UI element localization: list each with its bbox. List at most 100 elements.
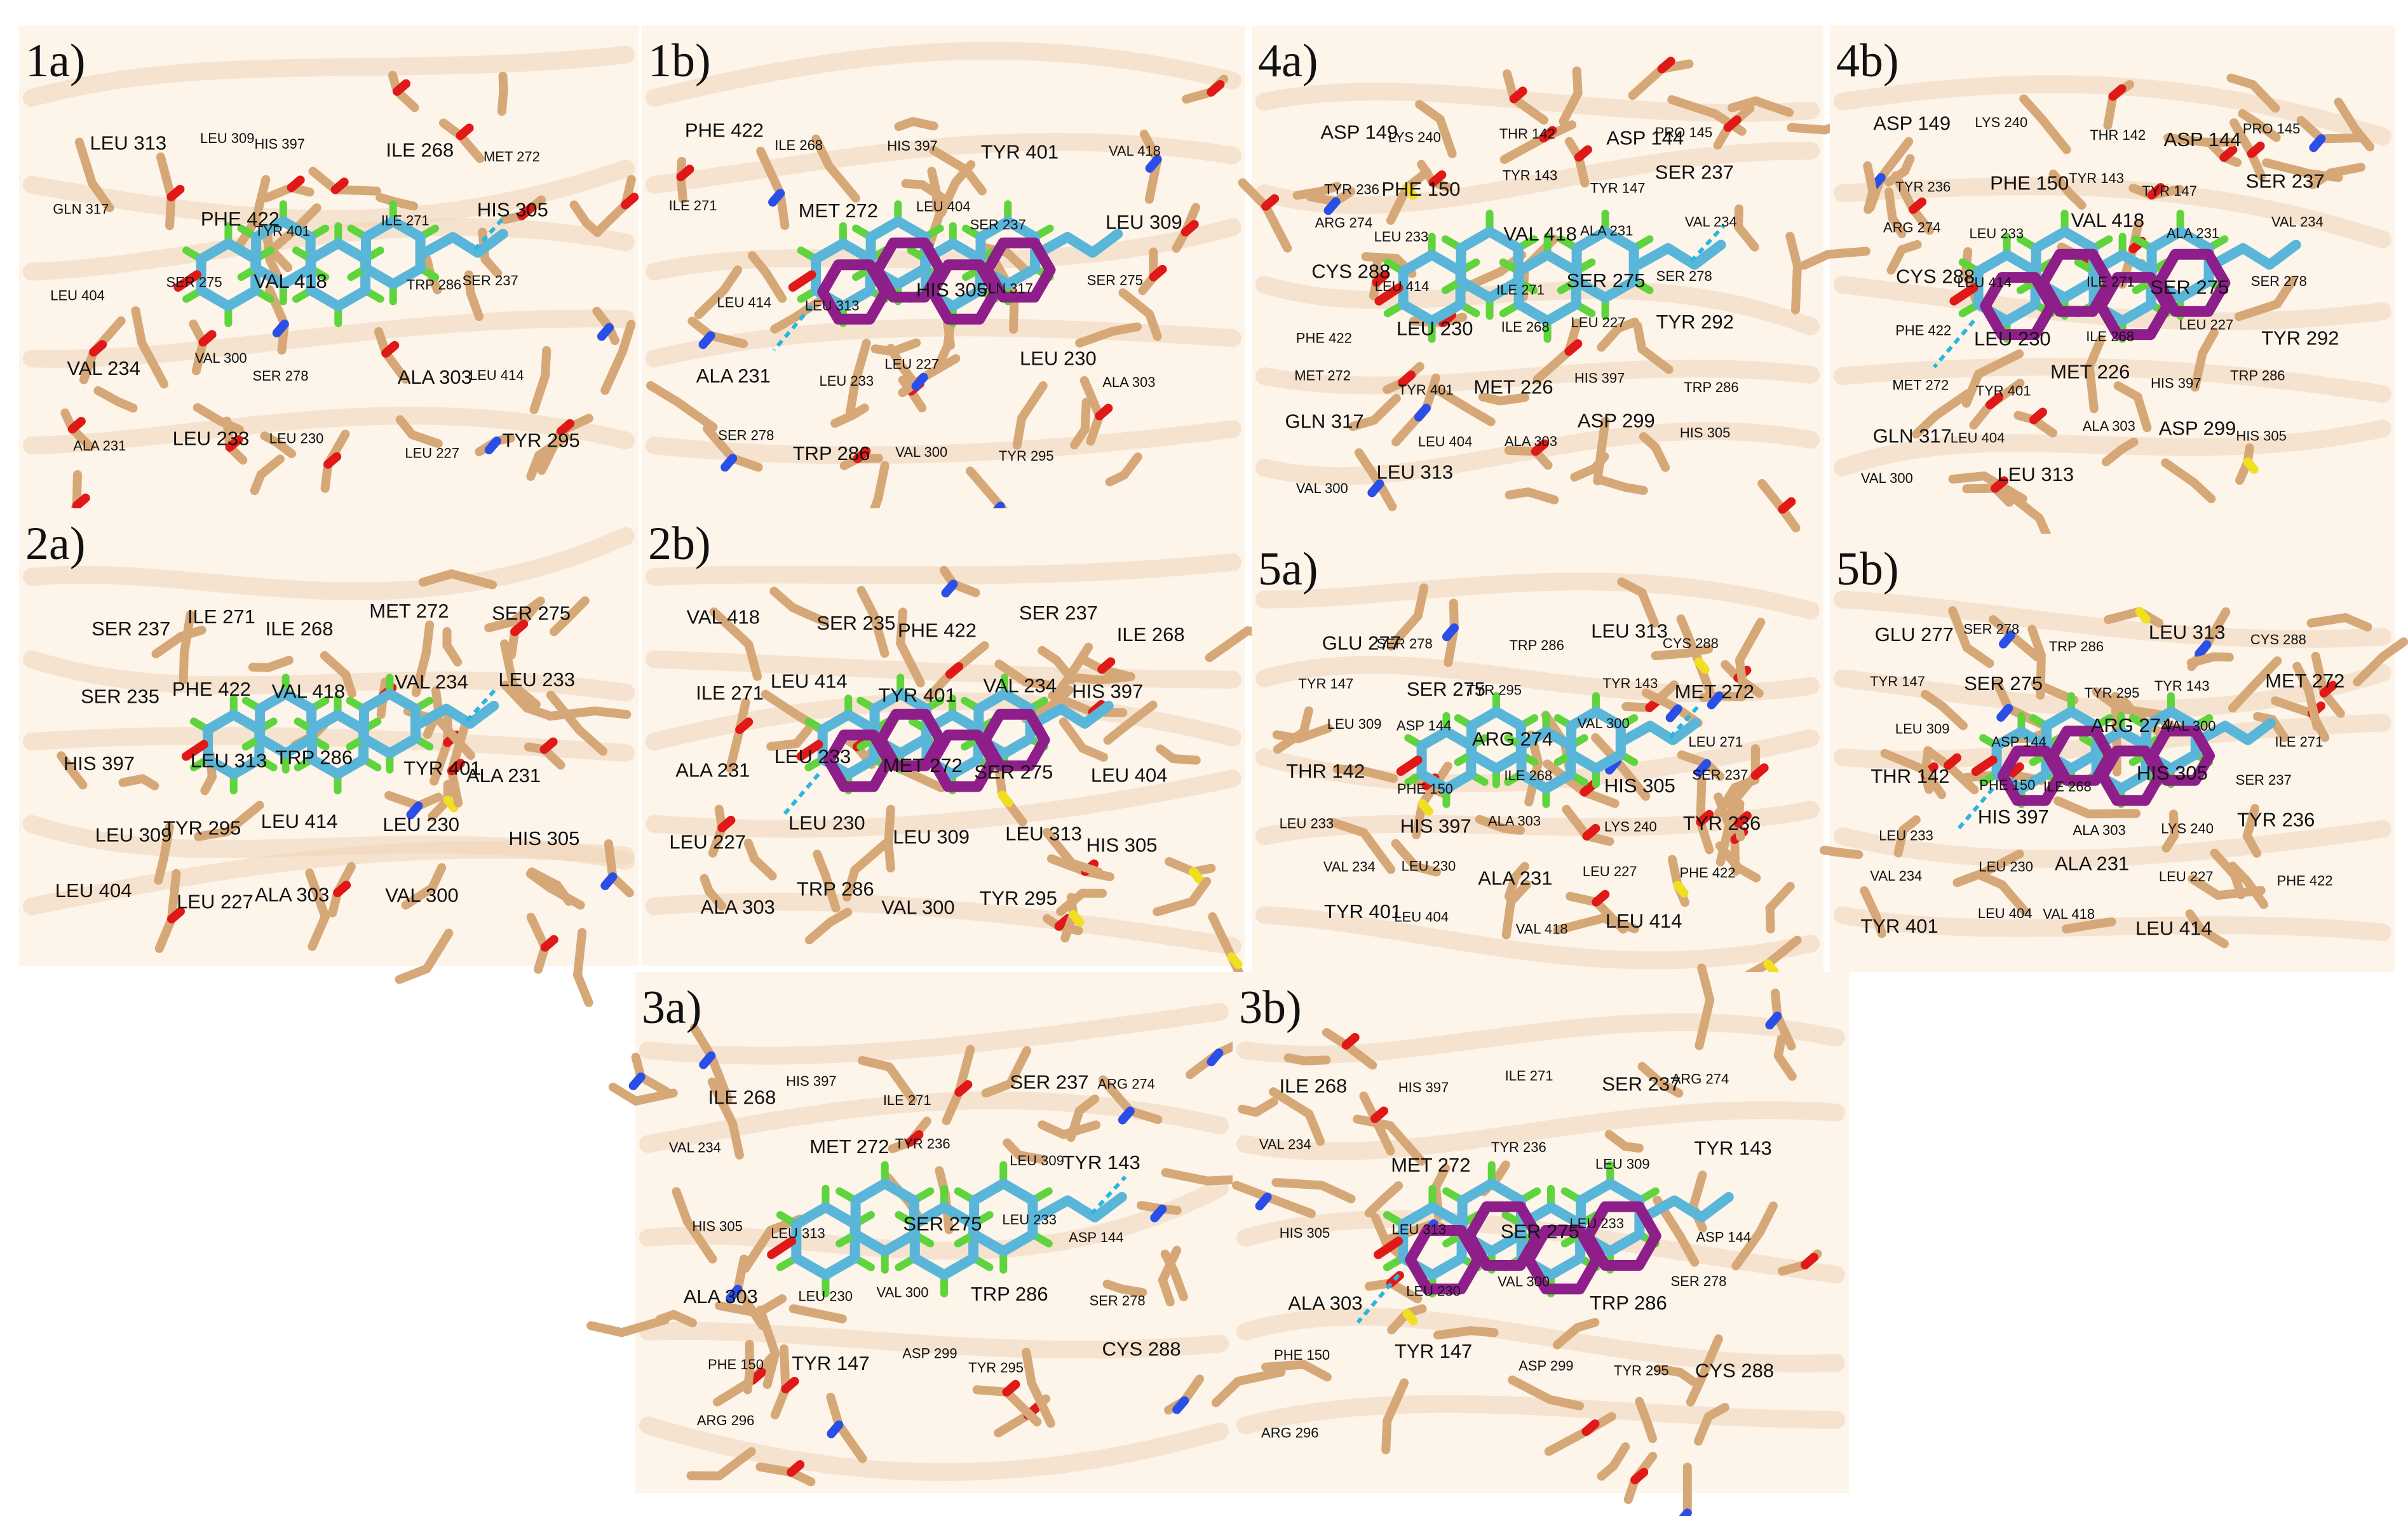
residue-stick [2196, 925, 2229, 949]
residue-label: LEU 230 [798, 1288, 853, 1304]
residue-stick [1524, 487, 1559, 504]
residue-stick [527, 867, 562, 890]
residue-stick [138, 774, 159, 790]
residue-label: LEU 309 [1327, 716, 1382, 732]
residue-label: LEU 313 [2149, 621, 2226, 644]
residue-label: CYS 288 [1695, 1359, 1774, 1381]
residue-stick [1573, 1318, 1600, 1332]
residue-stick [508, 680, 541, 709]
residue-label: PHE 422 [1296, 330, 1352, 346]
residue-stick [1499, 133, 1548, 164]
residue-label: LEU 230 [1978, 858, 2033, 874]
residue-label: ILE 268 [1501, 319, 1550, 335]
protein-ribbon [1834, 177, 2391, 248]
residue-stick [447, 569, 497, 590]
residue-label: LEU 230 [1406, 1283, 1461, 1299]
residue-stick [1871, 910, 1886, 938]
oxygen-atom [323, 452, 342, 469]
residue-stick [1944, 761, 1979, 795]
residue-label: LEU 404 [1951, 430, 2005, 446]
residue-label: ARG 296 [1261, 1425, 1319, 1440]
residue-stick [874, 461, 889, 503]
ligand-ring [358, 689, 421, 759]
residue-label: ALA 231 [466, 764, 541, 787]
oxygen-atom [287, 175, 305, 193]
protein-ribbon [23, 650, 635, 702]
residue-stick [1370, 1213, 1391, 1248]
oxygen-atom [1428, 170, 1447, 187]
protein-ribbon [646, 41, 1241, 107]
residue-stick [1593, 452, 1606, 485]
residue-stick [2113, 381, 2142, 402]
residue-stick [2210, 848, 2240, 880]
residue-label: ILE 271 [696, 682, 764, 704]
residue-label: SER 237 [1692, 767, 1748, 783]
residue-stick [1572, 66, 1583, 98]
panel-1a: 1a) LEU 313 LEU 309 HIS 397 ILE 268 MET 272 GL… [19, 25, 639, 531]
oxygen-atom [2006, 762, 2024, 779]
oxygen-atom [1801, 1252, 1819, 1269]
residue-stick [2353, 652, 2388, 687]
sulfur-atom [1417, 799, 1433, 816]
residue-stick [961, 165, 987, 196]
oxygen-atom [510, 619, 529, 637]
residue-stick [884, 839, 895, 873]
residue-label: PHE 422 [2277, 872, 2333, 888]
residue-stick [1020, 677, 1052, 689]
residue-stick [1099, 1075, 1135, 1116]
residue-stick [728, 454, 763, 472]
residue-stick [714, 1447, 756, 1480]
residue-label: LEU 309 [1895, 721, 1950, 737]
residue-stick [1078, 743, 1108, 762]
nitrogen-atom [1150, 1204, 1167, 1222]
residue-label: HIS 397 [1574, 370, 1625, 386]
ligand-side-chain [1619, 717, 1701, 745]
residue-stick [2085, 335, 2106, 372]
residue-stick [981, 1079, 1015, 1098]
residue-label: LEU 309 [95, 823, 172, 846]
residue-stick [1381, 1181, 1404, 1201]
hydrogen-bond [772, 304, 813, 351]
residue-label: HIS 305 [1680, 425, 1731, 441]
residue-stick [534, 433, 571, 460]
residue-label: GLN 317 [53, 201, 109, 217]
residue-label: ALA 231 [1580, 222, 1633, 238]
oxygen-atom [1582, 823, 1600, 841]
residue-stick [1900, 154, 1915, 176]
oxygen-atom [1149, 264, 1167, 281]
residue-stick [858, 1056, 894, 1072]
panel-3a: 3a) ILE 268 HIS 397 ILE 271 SER 237 ARG 274 VA… [586, 972, 1247, 1493]
ligand-ring [1576, 1178, 1645, 1257]
residue-stick [1012, 414, 1026, 450]
residue-stick [1463, 403, 1496, 426]
oxygen-atom [621, 193, 639, 210]
residue-label: TRP 286 [275, 746, 353, 768]
residue-label: LEU 313 [1997, 463, 2074, 485]
residue-label: ALA 231 [73, 438, 126, 454]
sulfur-atom [2243, 457, 2259, 474]
residue-label: LEU 404 [1091, 764, 1168, 786]
residue-stick [1383, 1378, 1409, 1425]
residue-label: VAL 234 [395, 671, 468, 693]
residue-stick [2304, 169, 2343, 182]
nitrogen-atom [484, 437, 501, 455]
residue-stick [1579, 787, 1620, 808]
panel-label: 2b) [648, 518, 711, 570]
residue-stick [924, 670, 955, 702]
oxygen-atom [225, 435, 243, 452]
residue-label: LEU 233 [1002, 1212, 1057, 1228]
residue-label: LEU 414 [261, 810, 338, 832]
nitrogen-atom [827, 1420, 844, 1438]
oxygen-atom [1097, 657, 1116, 674]
sulfur-atom [1402, 1308, 1418, 1325]
oxygen-atom [540, 935, 558, 952]
residue-label: TYR 147 [1298, 676, 1353, 692]
residue-stick [726, 725, 745, 773]
residue-label: LEU 309 [1106, 211, 1182, 233]
residue-label: VAL 418 [2043, 906, 2095, 922]
oxygen-atom [1564, 339, 1583, 356]
residue-label: SER 278 [1963, 621, 2019, 637]
residue-stick [1385, 1121, 1426, 1166]
protein-ribbon [23, 309, 635, 368]
